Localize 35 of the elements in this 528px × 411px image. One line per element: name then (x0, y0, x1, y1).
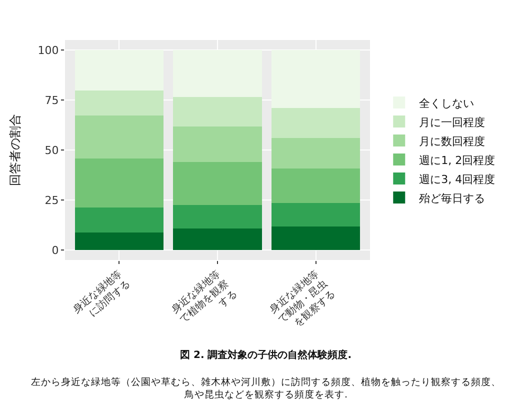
bar (74, 158, 164, 208)
bar (173, 162, 262, 206)
y-tick-label: 100 (38, 44, 59, 57)
bar (173, 126, 262, 162)
caption: 図 2. 調査対象の子供の自然体験頻度. (180, 349, 352, 361)
bar (74, 207, 164, 233)
bar (74, 50, 164, 90)
bar (74, 232, 164, 250)
bar (272, 50, 360, 108)
bar (272, 203, 360, 226)
legend-label: 月に数回程度 (419, 134, 486, 148)
bar (74, 90, 164, 116)
y-tick-label: 0 (52, 244, 59, 257)
legend-label: 月に一回程度 (419, 116, 486, 129)
bar (272, 226, 360, 250)
bar (272, 108, 360, 138)
legend-label: 殆ど毎日する (419, 192, 486, 205)
x-tick-label: 身近な緑地等 で植物を観察 する (168, 268, 240, 326)
y-tick-label: 25 (44, 194, 59, 207)
legend-label: 週に3, 4回程度 (419, 172, 496, 186)
legend-label: 全くしない (419, 96, 474, 110)
bar (173, 205, 262, 228)
y-tick-label: 75 (44, 94, 59, 107)
legend-label: 週に1, 2回程度 (419, 154, 496, 167)
y-axis-title: 回答者の割合 (8, 114, 22, 186)
text: 左から身近な緑地等（公園や草むら、雑木林や河川敷）に訪問する頻度、植物を触ったり観察する頻度、鳥や昆虫などを観察する頻度を表す. (31, 376, 501, 400)
y-tick-label: 50 (44, 144, 59, 157)
x-tick-label: 身近な緑地等 で動物・昆虫 を観察する (267, 268, 338, 330)
bar (272, 138, 360, 168)
bar (74, 116, 164, 159)
bar (173, 228, 262, 250)
x-tick-label: 身近な緑地等 に訪問する (70, 268, 133, 320)
bar (272, 168, 360, 203)
bar (173, 50, 262, 97)
bar (173, 97, 262, 127)
